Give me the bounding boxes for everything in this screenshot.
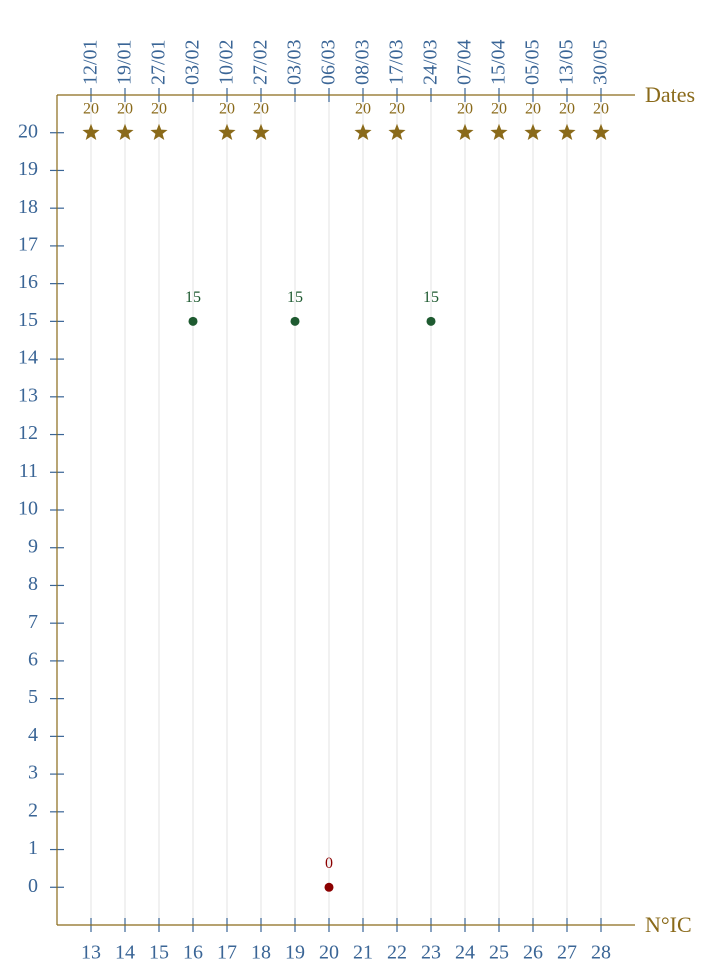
point — [456, 123, 474, 141]
data-label: 20 — [457, 100, 473, 117]
data-label: 15 — [185, 289, 201, 306]
x-tick-label: 20 — [319, 942, 339, 964]
data-label: 20 — [83, 100, 99, 117]
point — [116, 123, 134, 141]
point — [188, 316, 198, 326]
point — [218, 123, 236, 141]
x-tick-label: 25 — [489, 942, 509, 964]
y-tick-label: 6 — [28, 649, 38, 671]
y-tick-label: 2 — [28, 799, 38, 821]
point — [524, 123, 542, 141]
top-axis-label: Dates — [645, 82, 695, 107]
data-label: 20 — [559, 100, 575, 117]
x-tick-label: 28 — [591, 942, 611, 964]
x-tick-label: 15 — [149, 942, 169, 964]
data-label: 20 — [117, 100, 133, 117]
y-tick-label: 5 — [28, 686, 38, 708]
data-label: 20 — [389, 100, 405, 117]
x-tick-label: 21 — [353, 942, 373, 964]
y-tick-label: 19 — [18, 158, 38, 180]
data-label: 20 — [355, 100, 371, 117]
top-tick-label: 05/05 — [522, 39, 544, 85]
x-tick-label: 27 — [557, 942, 577, 964]
y-tick-label: 20 — [18, 120, 38, 142]
top-tick-label: 30/05 — [590, 39, 612, 85]
top-tick-label: 03/02 — [182, 39, 204, 85]
point — [290, 316, 300, 326]
y-tick-label: 18 — [18, 196, 38, 218]
y-tick-label: 8 — [28, 573, 38, 595]
data-label: 20 — [593, 100, 609, 117]
top-tick-label: 06/03 — [318, 39, 340, 85]
x-tick-label: 19 — [285, 942, 305, 964]
y-tick-label: 15 — [18, 309, 38, 331]
point — [354, 123, 372, 141]
point — [592, 123, 610, 141]
top-tick-label: 24/03 — [420, 39, 442, 85]
point — [490, 123, 508, 141]
top-tick-label: 13/05 — [556, 39, 578, 85]
top-tick-label: 10/02 — [216, 39, 238, 85]
top-tick-label: 07/04 — [454, 39, 476, 85]
y-tick-label: 3 — [28, 762, 38, 784]
top-tick-label: 08/03 — [352, 39, 374, 85]
y-tick-label: 4 — [28, 724, 38, 746]
y-tick-label: 7 — [28, 611, 38, 633]
x-tick-label: 17 — [217, 942, 237, 964]
y-tick-label: 13 — [18, 384, 38, 406]
point — [252, 123, 270, 141]
x-tick-label: 22 — [387, 942, 407, 964]
top-tick-label: 19/01 — [114, 39, 136, 85]
x-tick-label: 16 — [183, 942, 203, 964]
data-label: 20 — [219, 100, 235, 117]
point — [558, 123, 576, 141]
y-tick-label: 9 — [28, 535, 38, 557]
x-tick-label: 24 — [455, 942, 475, 964]
x-tick-label: 18 — [251, 942, 271, 964]
top-tick-label: 12/01 — [80, 39, 102, 85]
x-tick-label: 26 — [523, 942, 543, 964]
data-label: 20 — [253, 100, 269, 117]
point — [82, 123, 100, 141]
top-tick-label: 27/02 — [250, 39, 272, 85]
point — [388, 123, 406, 141]
x-axis-label: N°IC — [645, 912, 692, 937]
y-tick-label: 10 — [18, 498, 38, 520]
x-tick-label: 14 — [115, 942, 135, 964]
data-label: 15 — [287, 289, 303, 306]
point — [150, 123, 168, 141]
y-tick-label: 17 — [18, 234, 38, 256]
top-tick-label: 15/04 — [488, 39, 510, 85]
y-tick-label: 14 — [18, 347, 38, 369]
data-label: 15 — [423, 289, 439, 306]
y-tick-label: 12 — [18, 422, 38, 444]
top-tick-label: 17/03 — [386, 39, 408, 85]
top-tick-label: 03/03 — [284, 39, 306, 85]
y-tick-label: 1 — [28, 837, 38, 859]
x-tick-label: 13 — [81, 942, 101, 964]
point — [426, 316, 436, 326]
y-tick-label: 0 — [28, 875, 38, 897]
point — [324, 882, 334, 892]
data-label: 0 — [325, 855, 333, 872]
x-tick-label: 23 — [421, 942, 441, 964]
data-label: 20 — [525, 100, 541, 117]
top-tick-label: 27/01 — [148, 39, 170, 85]
y-tick-label: 16 — [18, 271, 38, 293]
data-label: 20 — [151, 100, 167, 117]
y-tick-label: 11 — [19, 460, 38, 482]
data-label: 20 — [491, 100, 507, 117]
